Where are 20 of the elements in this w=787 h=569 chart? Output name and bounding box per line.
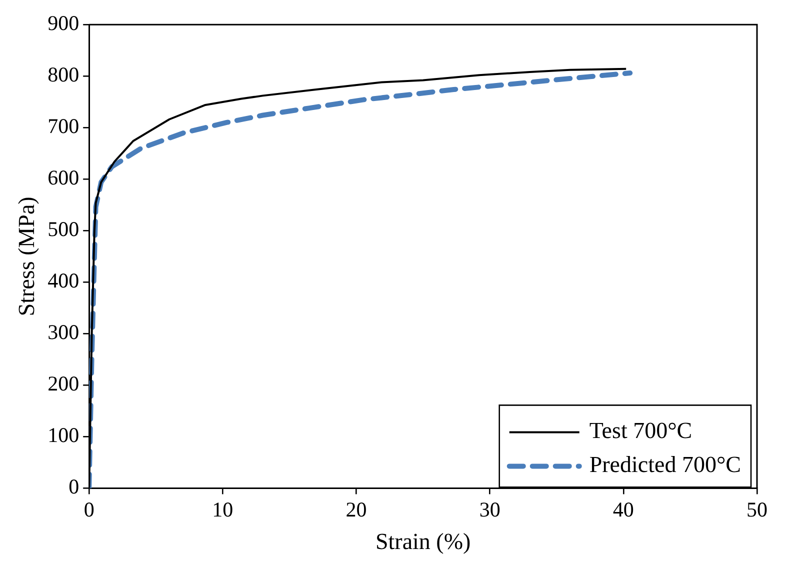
y-tick-label: 200: [48, 372, 80, 396]
x-axis-title: Strain (%): [375, 529, 471, 554]
x-tick-label: 30: [479, 497, 500, 522]
y-tick-label: 0: [68, 474, 80, 499]
x-tick-label: 50: [746, 497, 768, 522]
y-tick-label: 500: [48, 217, 80, 242]
y-tick-label: 900: [48, 11, 80, 36]
y-tick-label: 700: [48, 114, 80, 138]
y-tick-label: 100: [48, 423, 80, 448]
x-tick-label: 0: [84, 497, 94, 522]
y-tick-label: 800: [48, 62, 80, 87]
y-tick-label: 400: [48, 268, 80, 293]
y-tick-label: 600: [48, 166, 80, 190]
x-tick-label: 10: [212, 497, 234, 522]
y-axis-title: Stress (MPa): [14, 196, 39, 316]
y-tick-label: 300: [48, 320, 80, 344]
legend-label: Predicted 700°C: [589, 452, 742, 478]
x-tick-label: 20: [346, 497, 367, 522]
legend-label: Test 700°C: [589, 418, 692, 444]
x-tick-label: 40: [612, 497, 634, 522]
